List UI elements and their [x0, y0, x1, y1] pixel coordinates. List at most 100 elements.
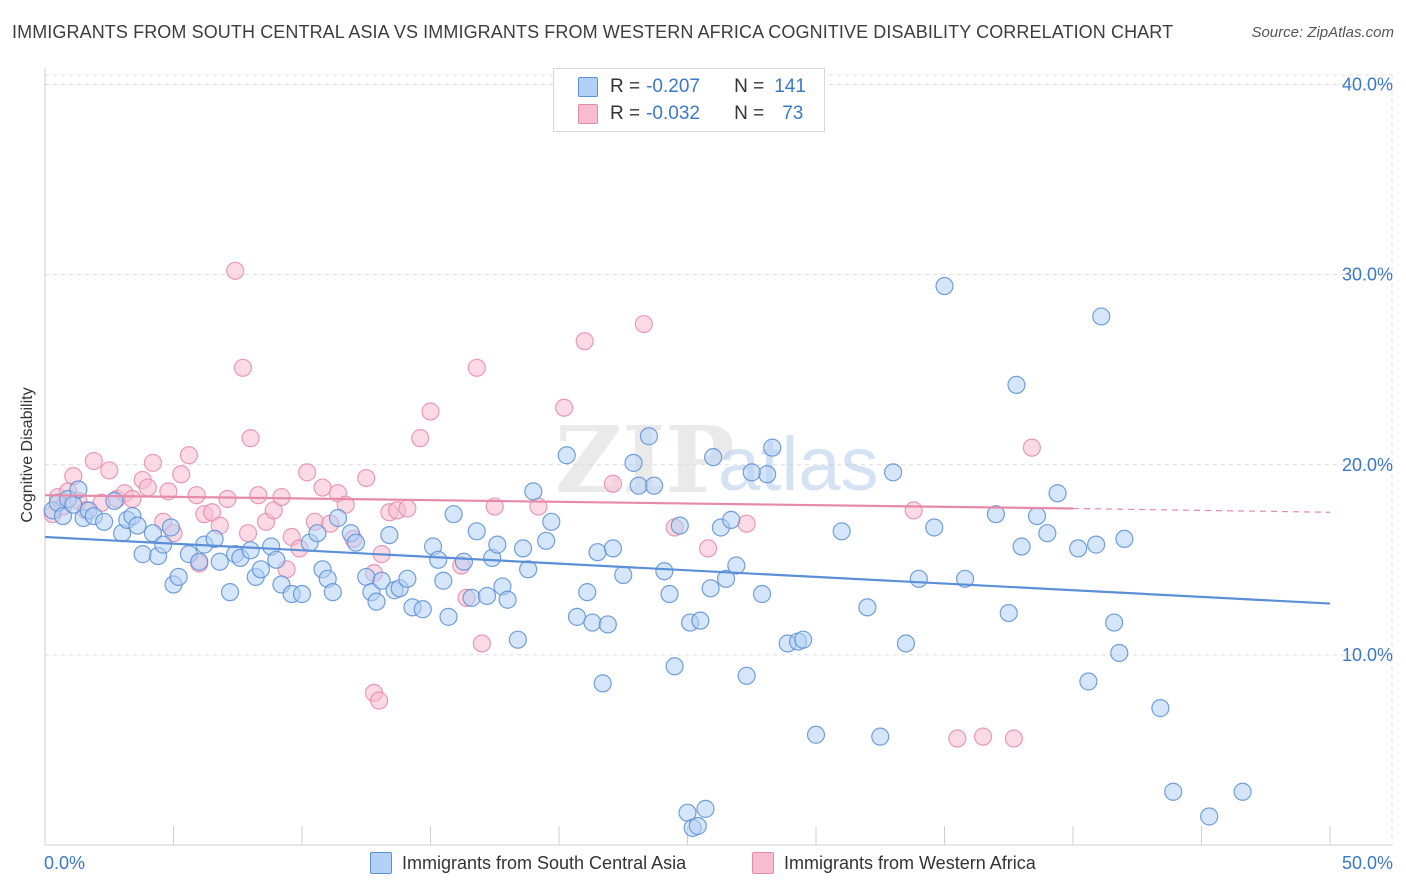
legend-n-value: 141	[774, 76, 806, 97]
data-point	[454, 552, 474, 571]
data-point	[763, 438, 782, 457]
data-point	[691, 611, 710, 630]
data-point	[357, 567, 376, 587]
data-point	[444, 505, 463, 524]
legend-item-south-central-asia[interactable]: Immigrants from South Central Asia	[370, 852, 686, 874]
data-point	[598, 615, 617, 634]
data-point	[832, 522, 851, 541]
data-point	[1105, 613, 1124, 632]
data-point	[519, 560, 538, 579]
legend-item-label: Immigrants from Western Africa	[784, 852, 1036, 873]
data-point	[660, 584, 679, 604]
tick-labels: 10.0% 20.0% 30.0% 40.0% 0.0% 50.0%	[44, 75, 1393, 873]
data-point	[1079, 672, 1098, 691]
data-point	[238, 524, 258, 543]
data-point	[603, 474, 623, 493]
data-point	[187, 486, 206, 505]
legend-swatch-blue	[578, 77, 598, 97]
data-point	[411, 429, 430, 448]
data-point	[233, 358, 252, 377]
data-point	[1115, 529, 1134, 549]
data-point	[883, 463, 903, 482]
data-point	[1022, 438, 1041, 457]
data-point	[220, 583, 240, 602]
legend-swatch-pink	[578, 104, 598, 124]
data-point	[1092, 307, 1111, 326]
axes	[44, 68, 1392, 846]
data-point	[716, 569, 736, 588]
data-point	[218, 489, 237, 509]
trend-lines	[44, 494, 1331, 605]
legend-item-label: Immigrants from South Central Asia	[402, 852, 687, 873]
data-point	[1027, 506, 1047, 526]
source-label: Source: ZipAtlas.com	[1251, 24, 1394, 41]
data-point	[477, 586, 497, 606]
legend-item-western-africa[interactable]: Immigrants from Western Africa	[752, 852, 1036, 874]
legend-row-south-central-asia: R = -0.207 N = 141	[578, 75, 806, 99]
data-point	[308, 524, 327, 543]
data-point	[249, 486, 268, 505]
data-point	[398, 499, 417, 518]
x-tick-label: 0.0%	[44, 853, 85, 873]
data-point	[398, 569, 417, 588]
chart-title: IMMIGRANTS FROM SOUTH CENTRAL ASIA VS IM…	[12, 22, 1174, 42]
data-point	[524, 482, 543, 501]
legend-r-label: R =	[610, 103, 641, 124]
data-point	[555, 398, 574, 417]
data-point	[1233, 782, 1252, 801]
data-point	[161, 518, 181, 537]
data-point	[696, 799, 715, 818]
data-point	[346, 533, 366, 552]
data-point	[1087, 535, 1106, 554]
data-point	[434, 571, 453, 590]
data-point	[904, 501, 923, 520]
series-legend: Immigrants from South Central Asia Immig…	[0, 852, 1406, 878]
data-points	[43, 261, 1252, 837]
trend-line-extension	[1072, 507, 1331, 513]
legend-n-value: 73	[782, 103, 804, 124]
data-point	[583, 613, 602, 632]
data-point	[537, 531, 556, 550]
data-point	[69, 480, 88, 499]
data-point	[298, 463, 317, 482]
correlation-legend: R = -0.207 N = 141 R = -0.032 N = 73	[553, 68, 825, 132]
data-point	[210, 552, 229, 571]
legend-row-western-africa: R = -0.032 N = 73	[578, 102, 803, 126]
data-point	[737, 514, 756, 533]
data-point	[1151, 699, 1170, 718]
data-point	[973, 727, 993, 746]
gridlines	[45, 74, 1393, 845]
data-point	[367, 592, 386, 611]
data-point	[313, 478, 332, 497]
data-point	[380, 525, 399, 545]
data-point	[172, 465, 191, 484]
data-point	[53, 506, 73, 526]
data-point	[557, 446, 576, 465]
x-tick-label: 50.0%	[1342, 853, 1393, 873]
data-point	[190, 552, 209, 571]
data-point	[1110, 643, 1129, 663]
data-point	[909, 569, 928, 588]
data-point	[578, 583, 597, 602]
data-point	[999, 603, 1018, 623]
data-point	[467, 358, 486, 377]
data-point	[323, 583, 342, 602]
data-point	[138, 478, 157, 497]
data-point	[1200, 807, 1219, 826]
data-point	[1038, 524, 1057, 543]
legend-swatch-pink	[752, 852, 774, 874]
data-point	[542, 512, 561, 531]
data-point	[154, 535, 173, 554]
data-point	[1007, 375, 1026, 395]
data-point	[935, 276, 954, 296]
watermark-zip: ZIP	[555, 406, 734, 514]
watermark: ZIP atlas	[555, 406, 879, 514]
data-point	[508, 630, 527, 649]
data-point	[472, 634, 491, 653]
data-point	[372, 571, 391, 590]
data-point	[614, 565, 633, 585]
data-point	[179, 446, 199, 465]
legend-r-label: R =	[610, 76, 641, 97]
data-point	[128, 516, 147, 535]
